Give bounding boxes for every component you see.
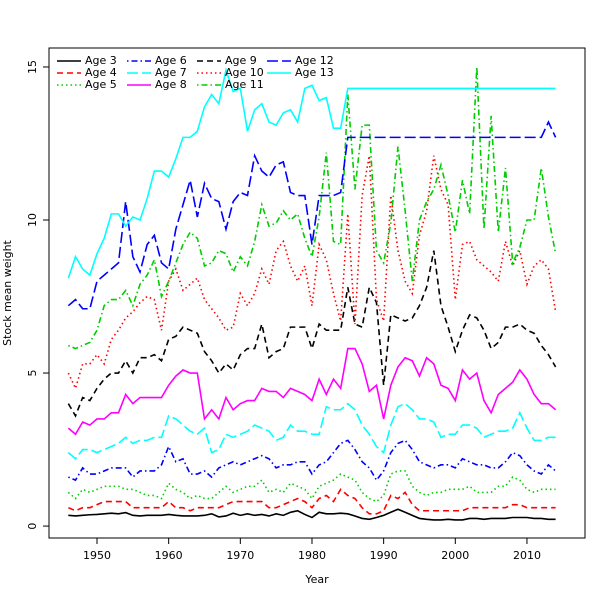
data-line	[67, 402, 556, 460]
x-axis-label: Year	[304, 573, 329, 586]
data-line	[67, 67, 556, 279]
x-tick-label: 1970	[226, 549, 254, 562]
legend-label: Age 4	[85, 66, 117, 79]
y-tick-label: 15	[26, 60, 39, 74]
plot-frame	[48, 47, 586, 539]
legend-label: Age 8	[155, 78, 187, 91]
data-line	[67, 347, 557, 436]
data-line	[68, 66, 557, 350]
data-line	[67, 470, 556, 503]
data-line	[67, 155, 557, 391]
data-line	[67, 250, 557, 418]
y-tick-label: 0	[26, 523, 39, 530]
legend-label: Age 6	[155, 54, 187, 67]
data-line	[68, 488, 556, 515]
x-tick-label: 1960	[155, 549, 183, 562]
data-line	[68, 508, 556, 521]
legend-label: Age 11	[225, 78, 264, 91]
data-line	[67, 120, 557, 310]
data-line	[68, 439, 557, 482]
x-tick-label: 2010	[513, 549, 541, 562]
legend-label: Age 10	[225, 66, 264, 79]
y-tick-label: 5	[26, 370, 39, 377]
legend-label: Age 5	[85, 78, 117, 91]
y-axis-label: Stock mean weight	[1, 239, 14, 345]
x-tick-label: 1990	[370, 549, 398, 562]
legend-label: Age 13	[295, 66, 334, 79]
legend-label: Age 9	[225, 54, 257, 67]
x-tick-label: 1950	[83, 549, 111, 562]
legend-label: Age 7	[155, 66, 187, 79]
x-tick-label: 1980	[298, 549, 326, 562]
legend-label: Age 12	[295, 54, 334, 67]
legend-label: Age 3	[85, 54, 117, 67]
y-tick-label: 10	[26, 213, 39, 227]
x-tick-label: 2000	[441, 549, 469, 562]
